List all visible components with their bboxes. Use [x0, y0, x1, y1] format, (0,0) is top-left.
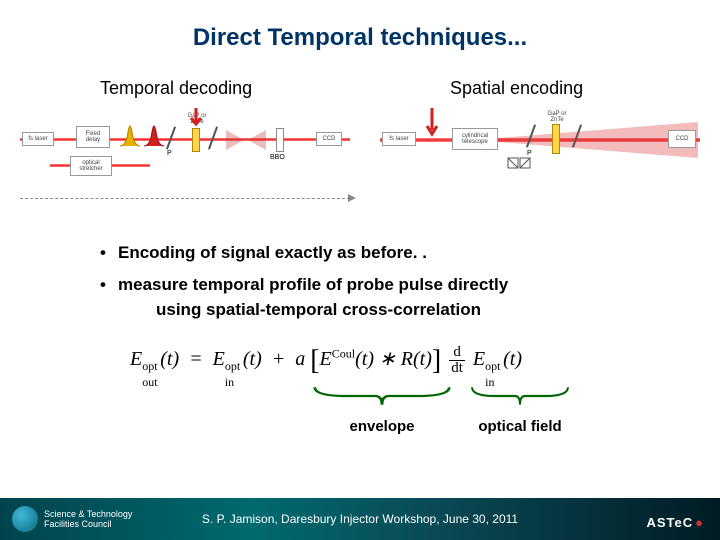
- eq-sup: Coul: [332, 346, 355, 360]
- brace-envelope: [312, 385, 452, 407]
- crystal-icon: [192, 128, 200, 152]
- lens-cone-icon: [248, 130, 266, 150]
- equation: Eoptout(t) = Eoptin(t) + a [ECoul(t) ∗ R…: [130, 345, 522, 377]
- eq-symbol: E: [473, 348, 485, 370]
- crystal-icon: [552, 124, 560, 154]
- eq-sub: out: [142, 375, 157, 390]
- subtitle-temporal-decoding: Temporal decoding: [100, 78, 252, 99]
- bbo-icon: [276, 128, 284, 152]
- stfc-line1: Science & Technology: [44, 509, 132, 519]
- eq-d: d: [453, 344, 461, 360]
- eq-sup: opt: [142, 359, 157, 374]
- pulse-icon: [118, 118, 168, 148]
- eq-t: t: [167, 348, 173, 370]
- astec-text: ASTeC: [646, 515, 693, 530]
- eq-frac: ddt: [449, 345, 465, 376]
- box-crystal: GaP or ZnTe: [542, 110, 572, 124]
- stfc-line2: Facilities Council: [44, 519, 132, 529]
- brace-optical-field: [470, 385, 570, 407]
- crossed-pol-icon: [506, 154, 532, 174]
- subtitle-spatial-encoding: Spatial encoding: [450, 78, 583, 99]
- eq-t: t: [420, 348, 426, 370]
- eq-symbol: E: [130, 348, 142, 370]
- slide-title: Direct Temporal techniques...: [0, 24, 720, 52]
- eq-t: t: [362, 348, 368, 370]
- box-ccd: CCD: [668, 130, 696, 148]
- box-cyl-telescope: cylindrical telescope: [452, 128, 498, 150]
- eq-t: t: [510, 348, 516, 370]
- eq-sub: in: [225, 375, 234, 390]
- polarizer-label: P: [167, 150, 172, 157]
- bullet-line2: using spatial-temporal cross-correlation: [118, 297, 660, 323]
- footer-bar: Science & Technology Facilities Council …: [0, 498, 720, 540]
- box-ccd: CCD: [316, 132, 342, 146]
- eq-symbol: E: [213, 348, 225, 370]
- diagram-spatial-encoding: fs laser cylindrical telescope P GaP or …: [380, 110, 700, 200]
- eq-sup: opt: [225, 359, 240, 374]
- astec-dot-icon: ●: [695, 515, 704, 530]
- diagram-temporal-decoding: fs laser Fixed delay optical stretcher P…: [20, 110, 350, 200]
- bullet-list: Encoding of signal exactly as before. . …: [100, 240, 660, 329]
- eq-conv: ∗: [379, 348, 396, 370]
- thz-arrow-icon: [188, 108, 204, 130]
- lens-cone-icon: [226, 130, 244, 150]
- eq-d: d: [451, 360, 459, 376]
- bullet-item: Encoding of signal exactly as before. .: [100, 240, 660, 266]
- dashed-arrow: [20, 198, 350, 199]
- footer-logo-astec: ASTeC●: [646, 515, 704, 530]
- footer-logo-stfc: Science & Technology Facilities Council: [12, 506, 132, 532]
- label-optical-field: optical field: [470, 418, 570, 435]
- box-fs-laser: fs laser: [382, 132, 416, 146]
- footer-text: S. P. Jamison, Daresbury Injector Worksh…: [202, 512, 518, 526]
- eq-R: R: [401, 348, 413, 370]
- box-fs-laser: fs laser: [22, 132, 54, 146]
- eq-t: t: [250, 348, 256, 370]
- box-optical-stretcher: optical stretcher: [70, 156, 112, 176]
- eq-t: t: [459, 360, 463, 376]
- bullet-item: measure temporal profile of probe pulse …: [100, 272, 660, 323]
- box-fixed-delay: Fixed delay: [76, 126, 110, 148]
- label-envelope: envelope: [312, 418, 452, 435]
- thz-arrow-icon: [424, 108, 440, 140]
- eq-a: a: [295, 348, 305, 370]
- bullet-line1: measure temporal profile of probe pulse …: [118, 275, 508, 294]
- eq-sup: opt: [485, 359, 500, 374]
- eq-symbol: E: [320, 348, 332, 370]
- stfc-bubble-icon: [12, 506, 38, 532]
- bbo-label: BBO: [270, 154, 285, 161]
